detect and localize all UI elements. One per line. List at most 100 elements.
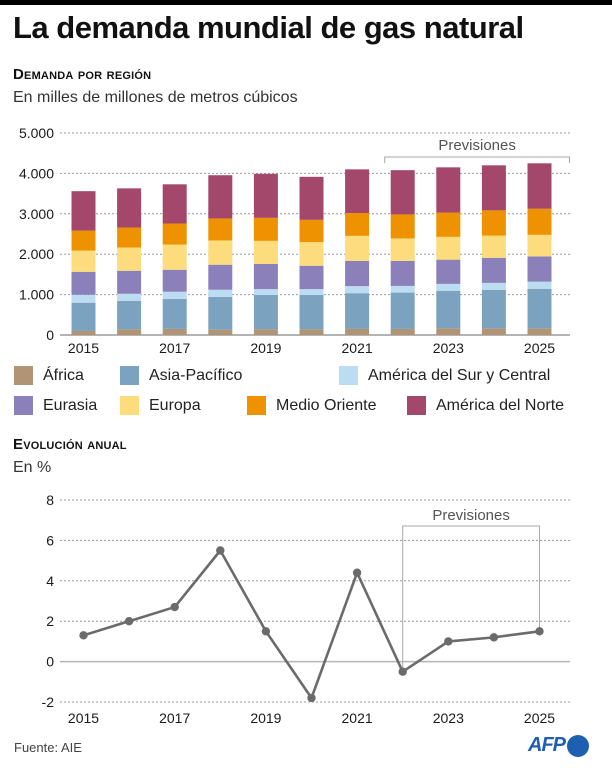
- bar-segment: [436, 167, 461, 213]
- y-tick-label: 4: [46, 573, 54, 589]
- forecast-label: Previsiones: [432, 507, 510, 524]
- data-point: [444, 637, 453, 646]
- legend-swatch: [247, 396, 266, 415]
- logo-dot-icon: [567, 734, 589, 757]
- top-rule: [0, 0, 612, 5]
- bar-segment: [71, 330, 96, 335]
- bar-segment: [299, 265, 324, 290]
- bar-segment: [345, 260, 370, 287]
- data-point: [124, 617, 134, 626]
- y-tick-label: 4.000: [19, 165, 54, 181]
- bar-segment: [117, 293, 142, 301]
- x-tick-label: 2021: [342, 340, 373, 356]
- bar-segment: [208, 329, 233, 335]
- bar-segment: [208, 296, 233, 330]
- bar-segment: [527, 163, 552, 209]
- source-note: Fuente: AIE: [14, 740, 82, 755]
- bar-segment: [208, 289, 233, 297]
- forecast-bracket: [402, 525, 540, 672]
- y-tick-label: 2: [46, 613, 54, 629]
- legend-swatch: [407, 396, 426, 415]
- bar-segment: [299, 176, 324, 220]
- bar-section-title: Demanda por región: [13, 66, 152, 83]
- x-tick-label: 2019: [250, 340, 281, 356]
- bar-segment: [162, 223, 187, 245]
- legend-label: África: [43, 366, 84, 384]
- x-tick-label: 2017: [159, 340, 190, 356]
- data-point: [352, 568, 362, 577]
- bar-segment: [527, 288, 552, 329]
- line-section-subtitle: En %: [13, 459, 52, 476]
- legend-item: Eurasia: [14, 396, 97, 415]
- bar-segment: [162, 269, 187, 292]
- series-line: [83, 549, 540, 700]
- bar-segment: [117, 300, 142, 330]
- bar-segment: [299, 329, 324, 335]
- data-point: [489, 633, 499, 642]
- bar-segment: [117, 227, 142, 248]
- bar-segment: [481, 282, 506, 290]
- x-tick-label: 2015: [68, 340, 99, 356]
- legend-label: América del Norte: [436, 396, 565, 414]
- legend-swatch: [120, 366, 139, 385]
- bar-segment: [527, 208, 552, 235]
- y-tick-label: 1.000: [19, 287, 54, 303]
- data-point: [261, 627, 271, 636]
- legend-item: América del Sur y Central: [339, 366, 550, 385]
- bar-segment: [299, 289, 324, 296]
- bar-segment: [527, 256, 552, 282]
- legend-label: Medio Oriente: [276, 396, 377, 414]
- bar-segment: [253, 263, 278, 290]
- bar-segment: [527, 281, 552, 289]
- bar-segment: [162, 298, 187, 329]
- bar-segment: [208, 240, 233, 265]
- bar-segment: [481, 257, 506, 283]
- bar-segment: [481, 235, 506, 258]
- bar-segment: [117, 270, 142, 294]
- y-tick-label: 8: [46, 492, 54, 508]
- x-tick-label: 2019: [250, 710, 281, 726]
- bar-segment: [436, 283, 461, 291]
- logo-text: AFP: [528, 734, 566, 756]
- legend-swatch: [120, 396, 139, 415]
- legend-item: Europa: [120, 396, 201, 415]
- afp-logo: AFP: [528, 734, 589, 757]
- bar-segment: [208, 175, 233, 219]
- bar-segment: [117, 247, 142, 271]
- bar-segment: [390, 214, 415, 239]
- bar-segment: [345, 328, 370, 335]
- line-chart: -2 0 2 4 6 8 Previsiones 2015 2017 2019 2021 2023 20…: [42, 492, 570, 726]
- legend-label: América del Sur y Central: [368, 366, 551, 384]
- x-tick-label: 2023: [433, 340, 464, 356]
- x-tick-label: 2021: [342, 710, 373, 726]
- y-tick-label: 5.000: [19, 125, 54, 141]
- bar-segment: [527, 328, 552, 335]
- bar-segment: [71, 271, 96, 295]
- y-tick-label: 2.000: [19, 246, 54, 262]
- bar-segment: [481, 210, 506, 236]
- legend-swatch: [14, 366, 33, 385]
- bar-segment: [117, 329, 142, 335]
- bar-segment: [345, 235, 370, 261]
- data-point: [79, 631, 88, 640]
- bar-chart: 0 1.000 2.000 3.000 4.000 5.000 2015 2017 2019 20…: [19, 125, 570, 356]
- line-section-title: Evolución anual: [13, 436, 127, 453]
- bar-segment: [436, 259, 461, 284]
- bar-segment: [117, 188, 142, 228]
- bar-segment: [208, 264, 233, 290]
- bar-segment: [345, 212, 370, 236]
- y-tick-label: 3.000: [19, 206, 54, 222]
- bar-segment: [345, 286, 370, 294]
- data-point: [216, 546, 225, 555]
- forecast-label: Previsiones: [438, 137, 516, 154]
- bar-segment: [299, 295, 324, 330]
- bar-segment: [162, 184, 187, 224]
- bar-segment: [436, 328, 461, 335]
- bar-segment: [436, 236, 461, 260]
- legend-item: África: [14, 366, 84, 385]
- bar-segment: [71, 230, 96, 251]
- legend-item: Asia-Pacífico: [120, 366, 242, 385]
- bar-segment: [208, 218, 233, 241]
- bar-segment: [71, 302, 96, 331]
- bar-segment: [390, 260, 415, 286]
